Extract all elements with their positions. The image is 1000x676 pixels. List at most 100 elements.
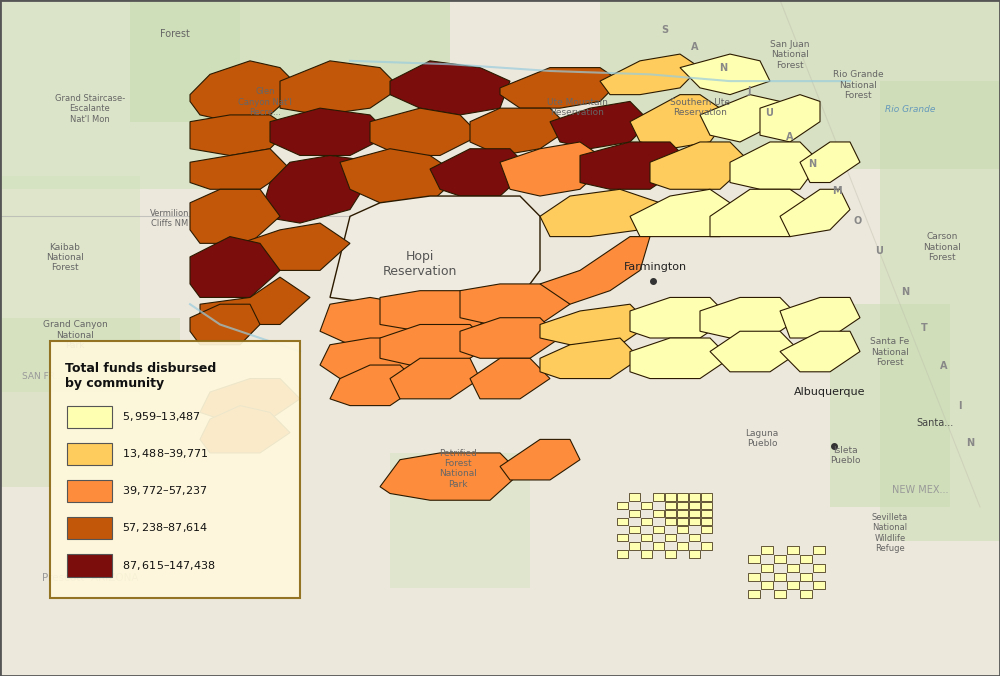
Text: NEW MEX...: NEW MEX... <box>892 485 948 496</box>
Polygon shape <box>270 108 390 155</box>
Polygon shape <box>677 526 688 533</box>
FancyBboxPatch shape <box>67 554 112 577</box>
Polygon shape <box>710 189 820 237</box>
Polygon shape <box>774 555 786 563</box>
FancyBboxPatch shape <box>0 176 140 392</box>
Polygon shape <box>761 581 773 589</box>
Polygon shape <box>760 95 820 142</box>
Polygon shape <box>630 338 730 379</box>
Polygon shape <box>380 453 520 500</box>
FancyBboxPatch shape <box>880 81 1000 541</box>
Polygon shape <box>630 95 730 149</box>
Polygon shape <box>380 291 500 331</box>
Polygon shape <box>200 277 310 324</box>
Polygon shape <box>701 518 712 525</box>
Polygon shape <box>470 108 570 155</box>
Text: N: N <box>966 438 974 448</box>
Polygon shape <box>653 493 664 501</box>
Text: Vermilion
Cliffs NM: Vermilion Cliffs NM <box>150 209 190 228</box>
Polygon shape <box>629 493 640 501</box>
Polygon shape <box>689 518 700 525</box>
Text: SAN FR...: SAN FR... <box>22 372 63 381</box>
Polygon shape <box>190 304 260 345</box>
Polygon shape <box>689 550 700 558</box>
Polygon shape <box>780 331 860 372</box>
Polygon shape <box>677 493 688 501</box>
FancyBboxPatch shape <box>67 480 112 502</box>
Polygon shape <box>190 115 290 155</box>
Text: N: N <box>901 287 909 297</box>
Polygon shape <box>665 502 676 509</box>
Polygon shape <box>701 542 712 550</box>
Polygon shape <box>689 510 700 517</box>
Polygon shape <box>600 54 700 95</box>
Text: Grand Staircase-
Escalante
Nat'l Mon: Grand Staircase- Escalante Nat'l Mon <box>55 94 125 124</box>
Text: Kaibab
National
Forest: Kaibab National Forest <box>46 243 84 272</box>
Polygon shape <box>665 534 676 541</box>
Polygon shape <box>730 142 820 189</box>
Polygon shape <box>813 581 825 589</box>
Polygon shape <box>190 189 280 243</box>
Polygon shape <box>240 223 350 270</box>
Polygon shape <box>460 284 570 324</box>
Polygon shape <box>630 189 740 237</box>
FancyBboxPatch shape <box>130 0 450 122</box>
Polygon shape <box>390 61 510 115</box>
Polygon shape <box>710 331 800 372</box>
Text: N: N <box>808 159 816 168</box>
Polygon shape <box>677 542 688 550</box>
Polygon shape <box>653 526 664 533</box>
Text: $57,238–$87,614: $57,238–$87,614 <box>122 521 208 535</box>
Polygon shape <box>260 155 380 223</box>
Polygon shape <box>680 54 770 95</box>
Polygon shape <box>380 324 490 365</box>
Polygon shape <box>689 502 700 509</box>
Text: Santa...: Santa... <box>916 418 954 428</box>
Polygon shape <box>787 564 799 572</box>
Text: $87,615–$147,438: $87,615–$147,438 <box>122 558 216 572</box>
Text: Forest: Forest <box>160 29 190 39</box>
Text: Carson
National
Forest: Carson National Forest <box>923 233 961 262</box>
Polygon shape <box>330 196 540 311</box>
FancyBboxPatch shape <box>0 318 180 487</box>
Polygon shape <box>630 297 730 338</box>
Text: S: S <box>661 26 669 35</box>
Polygon shape <box>540 338 640 379</box>
Polygon shape <box>813 546 825 554</box>
Text: $5,959–$13,487: $5,959–$13,487 <box>122 410 201 423</box>
Text: Glen
Canyon Nat'l
Recre...: Glen Canyon Nat'l Recre... <box>238 87 292 117</box>
Polygon shape <box>689 493 700 501</box>
Polygon shape <box>650 142 750 189</box>
Text: J: J <box>747 87 751 96</box>
Polygon shape <box>813 564 825 572</box>
Polygon shape <box>800 142 860 183</box>
FancyBboxPatch shape <box>0 0 240 189</box>
Text: I: I <box>958 401 962 410</box>
Polygon shape <box>748 573 760 581</box>
Text: U: U <box>765 108 773 118</box>
Polygon shape <box>370 108 480 155</box>
Polygon shape <box>701 493 712 501</box>
FancyBboxPatch shape <box>390 453 530 588</box>
Polygon shape <box>653 510 664 517</box>
Polygon shape <box>787 581 799 589</box>
Text: A: A <box>691 43 699 52</box>
Polygon shape <box>677 518 688 525</box>
Polygon shape <box>540 304 650 345</box>
Polygon shape <box>689 534 700 541</box>
Polygon shape <box>748 590 760 598</box>
Polygon shape <box>701 510 712 517</box>
Polygon shape <box>200 379 300 419</box>
Text: O: O <box>854 216 862 226</box>
Polygon shape <box>540 189 660 237</box>
Polygon shape <box>340 149 460 203</box>
Polygon shape <box>641 534 652 541</box>
Polygon shape <box>320 338 430 379</box>
Polygon shape <box>701 502 712 509</box>
Polygon shape <box>617 550 628 558</box>
Polygon shape <box>460 318 560 358</box>
Polygon shape <box>641 550 652 558</box>
Polygon shape <box>430 149 530 196</box>
FancyBboxPatch shape <box>830 304 950 507</box>
Text: A: A <box>786 132 794 142</box>
